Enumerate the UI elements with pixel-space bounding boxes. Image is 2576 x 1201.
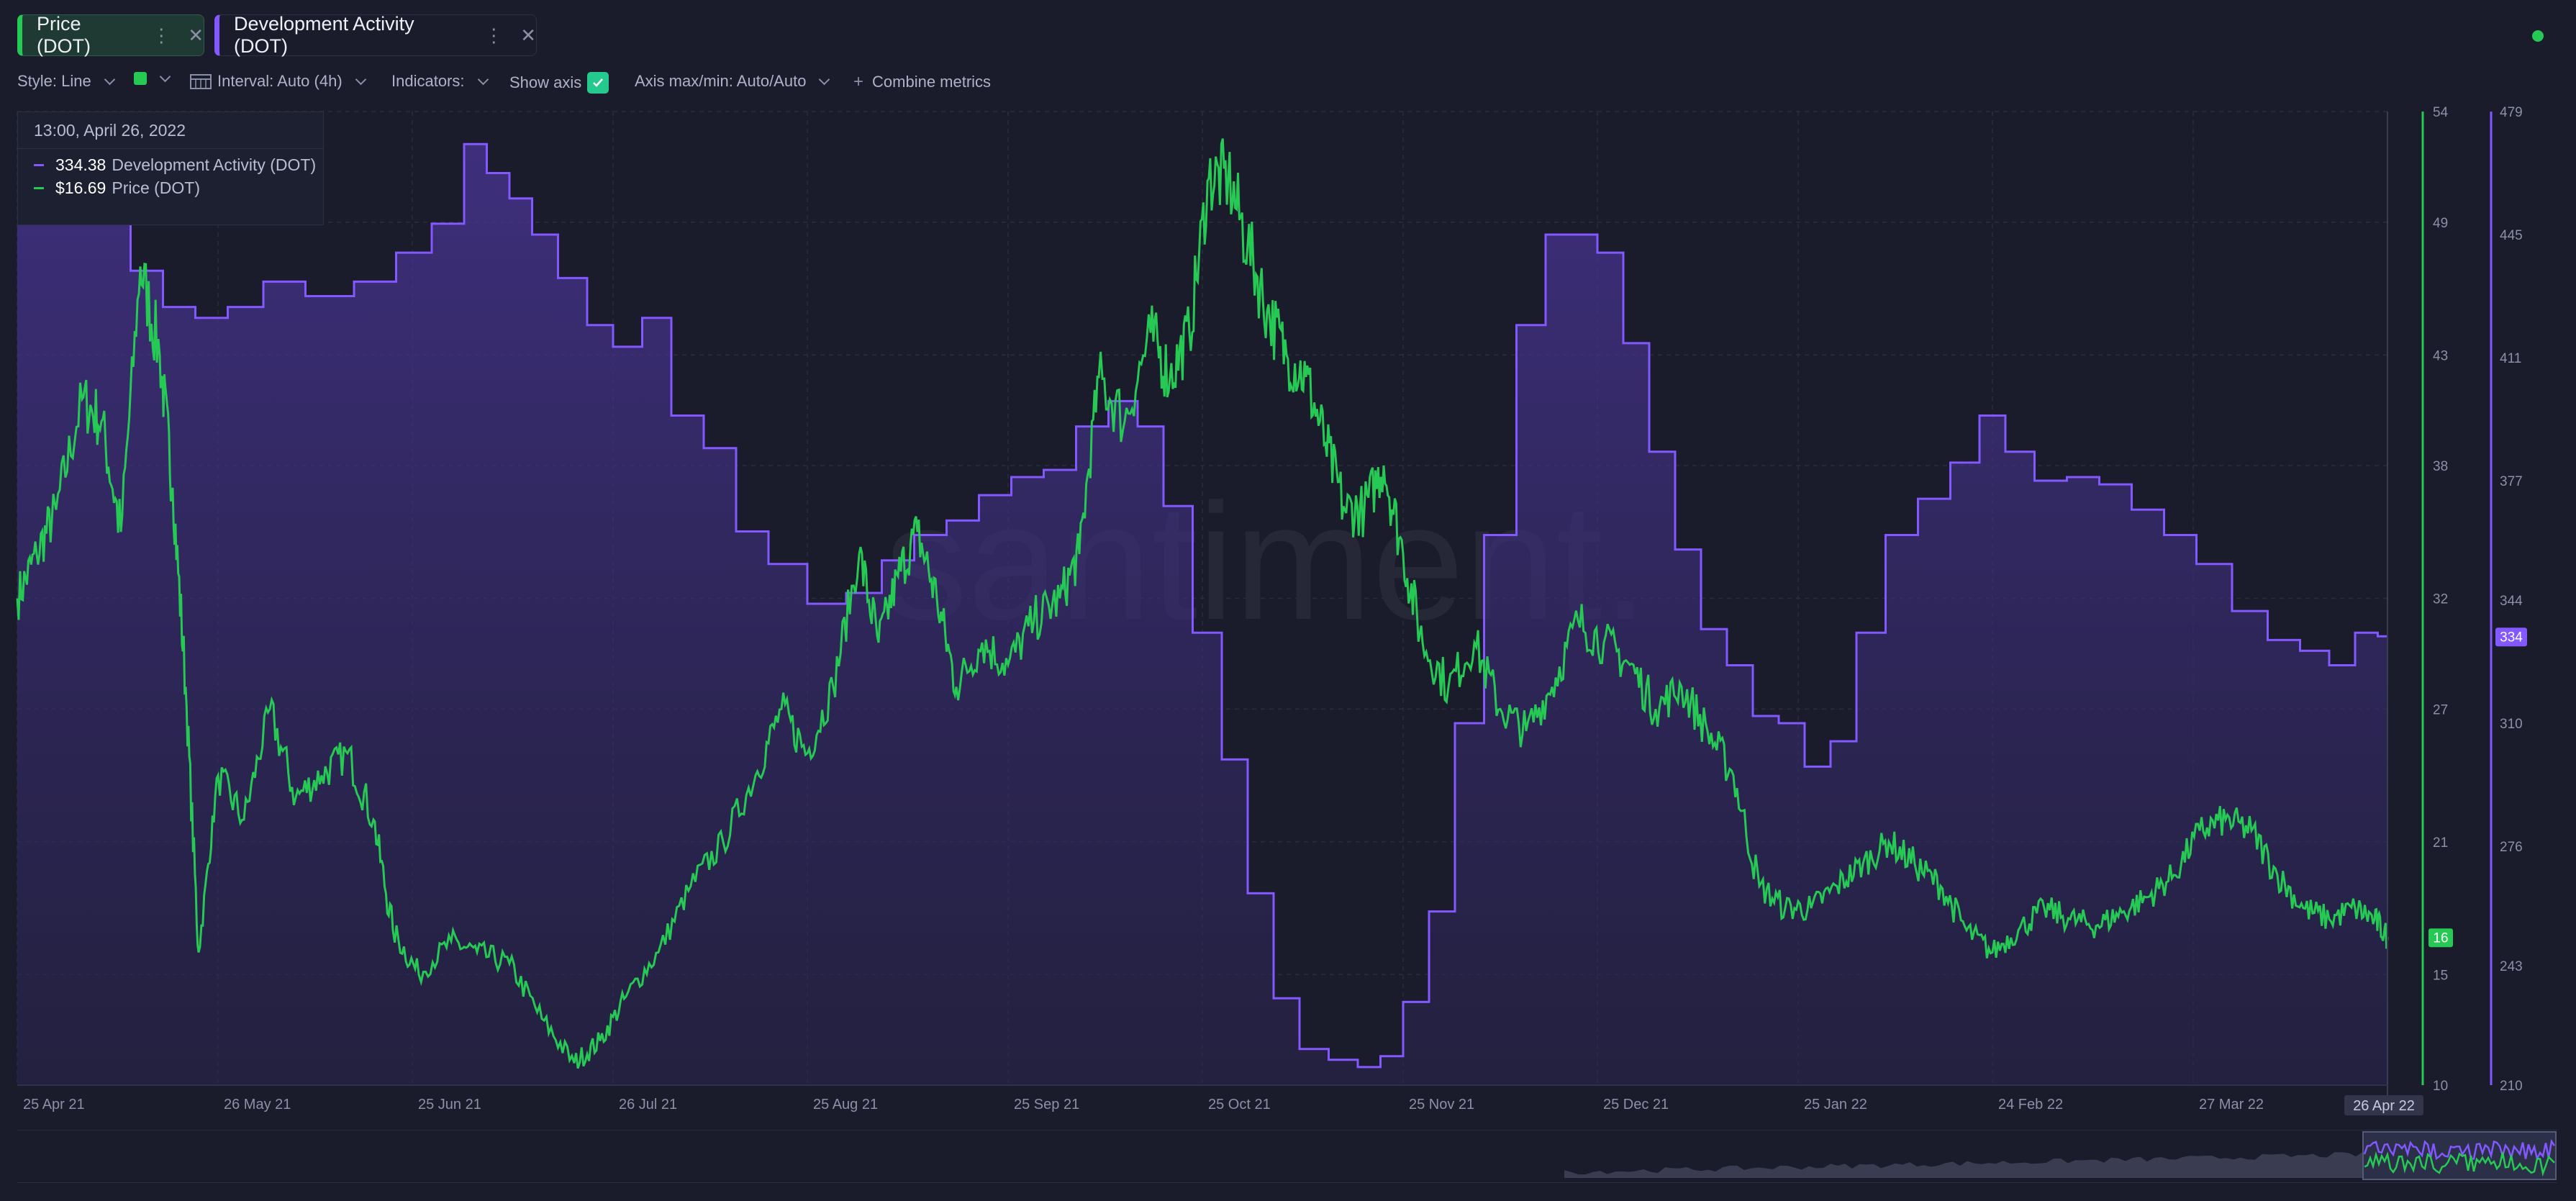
price-tick-label: 54 [2433,105,2449,120]
tooltip-dev-name: Development Activity (DOT) [112,155,317,174]
x-tick-label: 25 Apr 21 [23,1097,85,1112]
dev-tick-label: 411 [2500,351,2521,366]
price-tick-label: 38 [2433,459,2448,474]
check-icon[interactable] [587,72,609,94]
indicators-dropdown[interactable]: Indicators: [391,72,489,91]
dev-activity-area [17,144,2387,1085]
price-tick-label: 21 [2433,835,2448,851]
show-axis-label: Show axis [509,73,582,91]
show-axis-toggle[interactable]: Show axis [509,72,609,94]
style-label: Style: Line [17,72,91,90]
x-tick-label: 27 Mar 22 [2199,1097,2264,1112]
color-dropdown[interactable] [134,71,171,85]
tooltip-price-value: $16.69 [55,178,106,197]
axis-max-min-dropdown[interactable]: Axis max/min: Auto/Auto [635,72,830,91]
x-tick-label: 25 Sep 21 [1014,1097,1079,1112]
x-tick-label: 25 Jan 22 [1804,1097,1867,1112]
x-tick-label: 25 Nov 21 [1409,1097,1474,1112]
combine-metrics-button[interactable]: + Combine metrics [853,72,991,92]
tooltip-date: 13:00, April 26, 2022 [18,112,323,149]
x-tick-label: 25 Dec 21 [1603,1097,1669,1112]
dev-tick-label: 210 [2500,1079,2523,1094]
metric-tab-dev-label: Development Activity (DOT) [234,13,414,57]
navigator-dev-line [2363,1138,2556,1162]
x-tick-label: 25 Aug 21 [813,1097,878,1112]
combine-metrics-label: Combine metrics [872,73,992,91]
price-line [16,138,2389,1069]
x-end-badge [2344,1095,2423,1115]
online-dot-icon [2532,30,2544,42]
dev-tick-label: 344 [2500,594,2523,609]
chart-tooltip: 13:00, April 26, 2022 334.38 Development… [17,112,324,225]
axis-max-min-label: Axis max/min: Auto/Auto [635,72,807,90]
metric-tab-development-activity[interactable]: Development Activity (DOT) ⋮ ✕ [214,13,537,57]
x-end-label: 26 Apr 22 [2353,1098,2415,1114]
dev-tick-label: 445 [2500,228,2523,243]
interval-label: Interval: Auto (4h) [217,72,343,90]
legend-marker [34,186,44,189]
dev-tick-label: 310 [2500,717,2523,732]
navigator-minichart [1564,1131,2557,1180]
plus-icon: + [853,72,864,91]
price-tick-label: 32 [2433,592,2448,607]
dev-tick-label: 377 [2500,474,2523,489]
range-navigator[interactable] [17,1130,2557,1183]
vertical-dots-icon[interactable]: ⋮ [152,24,171,46]
calendar-icon [190,74,212,89]
dev-current-badge [2495,627,2527,647]
series-layer [16,138,2389,1085]
dev-activity-line [17,142,2387,1069]
tooltip-dev-value: 334.38 [55,155,106,174]
legend-marker [34,163,44,166]
tooltip-row-price: $16.69 Price (DOT) [18,176,323,199]
metric-tab-price-label: Price (DOT) [37,13,91,57]
x-tick-label: 25 Oct 21 [1208,1097,1271,1112]
price-current-badge [2428,928,2453,948]
x-tick-label: 26 Jul 21 [619,1097,677,1112]
vertical-dots-icon[interactable]: ⋮ [484,24,503,46]
price-tick-label: 27 [2433,702,2448,717]
x-tick-label: 25 Jun 21 [418,1097,481,1112]
close-icon[interactable]: ✕ [520,24,536,46]
color-swatch [134,72,147,85]
tooltip-row-dev: 334.38 Development Activity (DOT) [18,153,323,176]
dev-tick-label: 479 [2500,105,2523,120]
axes-layer: 54 49 43 38 32 27 21 15 10 479 445 411 377 344 310 276 2… [17,105,2527,1115]
price-tick-label: 49 [2433,216,2448,231]
indicators-label: Indicators: [391,72,465,90]
price-tick-label: 43 [2433,348,2448,363]
dev-current-label: 334 [2500,630,2523,645]
tooltip-price-name: Price (DOT) [112,178,201,197]
x-tick-label: 24 Feb 22 [1998,1097,2063,1112]
x-tick-label: 26 May 21 [224,1097,291,1112]
price-tick-label: 10 [2433,1079,2448,1094]
metric-tab-price[interactable]: Price (DOT) ⋮ ✕ [17,13,204,57]
dev-tick-label: 243 [2500,959,2523,974]
navigator-price-line [2364,1151,2555,1177]
interval-dropdown[interactable]: Interval: Auto (4h) [190,72,366,91]
dev-tick-label: 276 [2500,840,2523,855]
price-tick-label: 15 [2433,968,2448,983]
style-dropdown[interactable]: Style: Line [17,72,116,91]
navigator-history-area [1564,1149,2536,1178]
close-icon[interactable]: ✕ [188,24,204,46]
price-current-label: 16 [2433,930,2448,946]
